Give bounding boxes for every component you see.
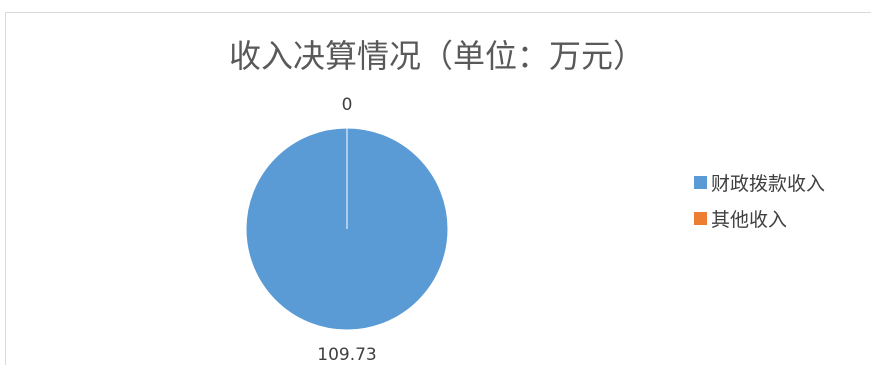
data-labels: 109.73 0 xyxy=(317,95,376,365)
legend-swatch-fiscal-appropriation xyxy=(694,176,707,189)
legend-label-fiscal-appropriation: 财政拨款收入 xyxy=(711,173,825,195)
pie-slices xyxy=(245,127,449,331)
chart-frame xyxy=(5,12,871,365)
data-label-fiscal-appropriation: 109.73 xyxy=(317,345,376,365)
data-label-other-income: 0 xyxy=(342,95,353,115)
legend-label-other-income: 其他收入 xyxy=(711,209,787,231)
legend-swatch-other-income xyxy=(694,212,707,225)
chart-title: 收入决算情况（单位：万元） xyxy=(229,37,645,75)
